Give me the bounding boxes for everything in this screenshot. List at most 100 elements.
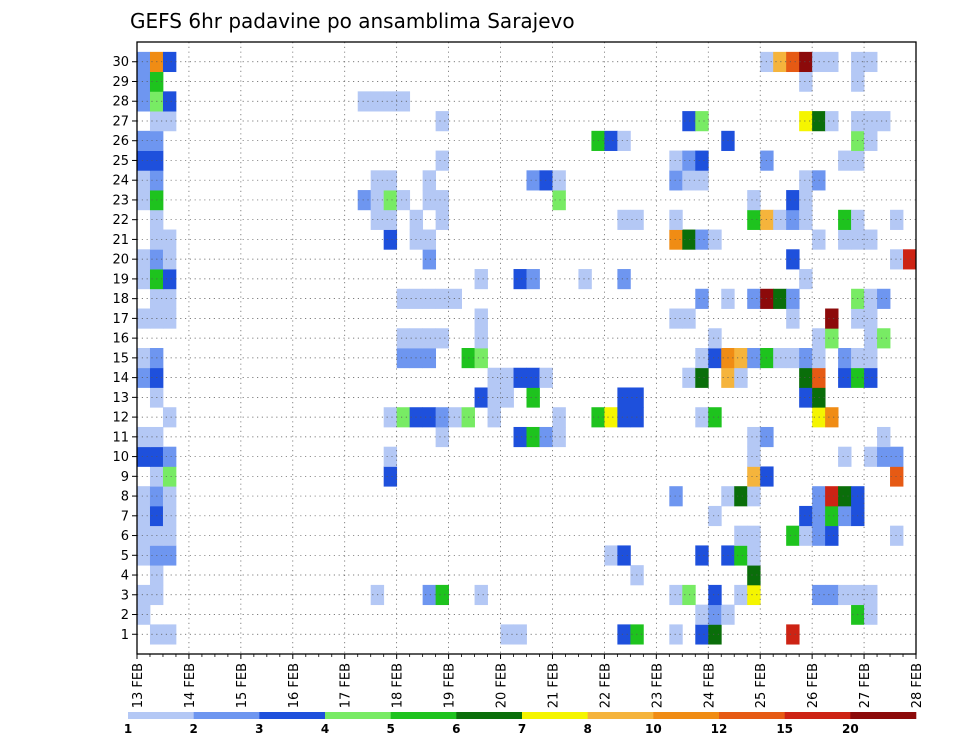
heatmap-cell — [513, 367, 527, 388]
heatmap-cell — [747, 486, 761, 507]
x-tick-label: 16 FEB — [287, 663, 302, 708]
heatmap-cell — [786, 348, 800, 369]
colorbar-label: 5 — [386, 722, 394, 736]
heatmap-cell — [526, 426, 540, 448]
heatmap-cell — [474, 387, 488, 408]
heatmap-cell — [838, 367, 852, 388]
heatmap-cell — [877, 446, 891, 467]
heatmap-cell — [838, 446, 852, 467]
chart-title: GEFS 6hr padavine po ansamblima Sarajevo — [130, 9, 575, 33]
heatmap-cell — [513, 624, 527, 645]
colorbar-label: 3 — [255, 722, 263, 736]
heatmap-cell — [617, 545, 631, 566]
heatmap-cell — [422, 584, 437, 606]
heatmap-cell — [786, 624, 800, 645]
heatmap-cell — [137, 525, 151, 546]
heatmap-cell — [435, 584, 449, 606]
heatmap-cell — [448, 288, 462, 309]
heatmap-cell — [682, 229, 696, 250]
y-tick-label: 7 — [121, 509, 129, 524]
y-tick-label: 9 — [121, 470, 129, 485]
heatmap-cell — [422, 170, 437, 191]
heatmap-cell — [695, 150, 709, 171]
heatmap-cell — [747, 545, 761, 566]
heatmap-cell — [383, 91, 398, 112]
x-tick-label: 24 FEB — [702, 663, 717, 708]
heatmap-cell — [137, 249, 151, 270]
heatmap-cell — [137, 348, 151, 369]
heatmap-cell — [669, 486, 683, 507]
heatmap-cell — [162, 269, 177, 290]
colorbar-swatch — [325, 712, 391, 719]
heatmap-cell — [162, 624, 177, 645]
y-tick-label: 15 — [112, 351, 129, 366]
y-tick-label: 30 — [112, 55, 129, 70]
y-tick-label: 27 — [112, 114, 129, 129]
heatmap-cell — [383, 446, 398, 467]
heatmap-cell — [162, 466, 177, 487]
heatmap-cell — [838, 209, 852, 230]
y-tick-label: 20 — [112, 253, 129, 268]
x-tick-label: 15 FEB — [235, 663, 250, 708]
heatmap-cell — [137, 486, 151, 507]
heatmap-cell — [422, 249, 437, 270]
heatmap-cell — [903, 249, 917, 270]
y-tick-label: 8 — [121, 490, 129, 505]
heatmap-cell — [552, 426, 566, 448]
heatmap-cell — [513, 426, 527, 448]
x-tick-label: 19 FEB — [443, 663, 458, 708]
heatmap-cell — [825, 486, 839, 507]
heatmap-cell — [864, 111, 878, 132]
heatmap-cell — [137, 51, 151, 73]
heatmap-cell — [435, 209, 449, 230]
heatmap-cell — [617, 624, 631, 645]
heatmap-cell — [825, 584, 839, 606]
heatmap-cell — [864, 51, 878, 73]
heatmap-cell — [552, 170, 566, 191]
heatmap-cell — [747, 348, 761, 369]
heatmap-cell — [786, 308, 800, 329]
heatmap-cell — [669, 170, 683, 191]
heatmap-cell — [747, 466, 761, 487]
heatmap-cell — [383, 229, 398, 250]
heatmap-cell — [435, 426, 449, 448]
heatmap-cell — [695, 170, 709, 191]
heatmap-cell — [747, 288, 761, 309]
heatmap-cell — [734, 348, 748, 369]
y-tick-label: 2 — [121, 608, 129, 623]
x-axis: 13 FEB 14 FEB 15 FEB 16 FEB 17 FEB 18 FEB 19 F… — [131, 654, 925, 708]
heatmap-cell — [708, 407, 722, 428]
colorbar-label: 1 — [124, 722, 132, 736]
heatmap-cell — [383, 407, 398, 428]
heatmap-cell — [137, 426, 151, 448]
heatmap-cell — [838, 150, 852, 171]
heatmap-cell — [137, 91, 151, 112]
colorbar-swatch — [390, 712, 457, 719]
heatmap-cell — [773, 288, 787, 309]
colorbar-swatch — [784, 712, 851, 719]
heatmap-cell — [708, 584, 722, 606]
heatmap-cell — [747, 525, 761, 546]
heatmap-cell — [799, 111, 813, 132]
y-tick-label: 10 — [112, 450, 129, 465]
x-tick-label: 25 FEB — [754, 663, 769, 708]
heatmap-cell — [137, 545, 151, 566]
heatmap-cell — [487, 407, 501, 428]
heatmap-cell — [773, 51, 787, 73]
heatmap-cell — [474, 328, 488, 349]
heatmap-cell — [799, 190, 813, 211]
y-tick-label: 29 — [112, 75, 129, 90]
heatmap-cell — [708, 229, 722, 250]
heatmap-cell — [435, 288, 449, 309]
heatmap-cell — [383, 209, 398, 230]
x-tick-label: 26 FEB — [806, 663, 821, 708]
heatmap-cell — [162, 249, 177, 270]
heatmap-cell — [890, 525, 904, 546]
heatmap-cell — [617, 130, 631, 151]
heatmap-cell — [162, 446, 177, 467]
heatmap-cell — [448, 407, 462, 428]
heatmap-cell — [877, 111, 891, 132]
heatmap-cell — [137, 269, 151, 290]
heatmap-cell — [695, 604, 709, 625]
heatmap-cell — [526, 367, 540, 388]
